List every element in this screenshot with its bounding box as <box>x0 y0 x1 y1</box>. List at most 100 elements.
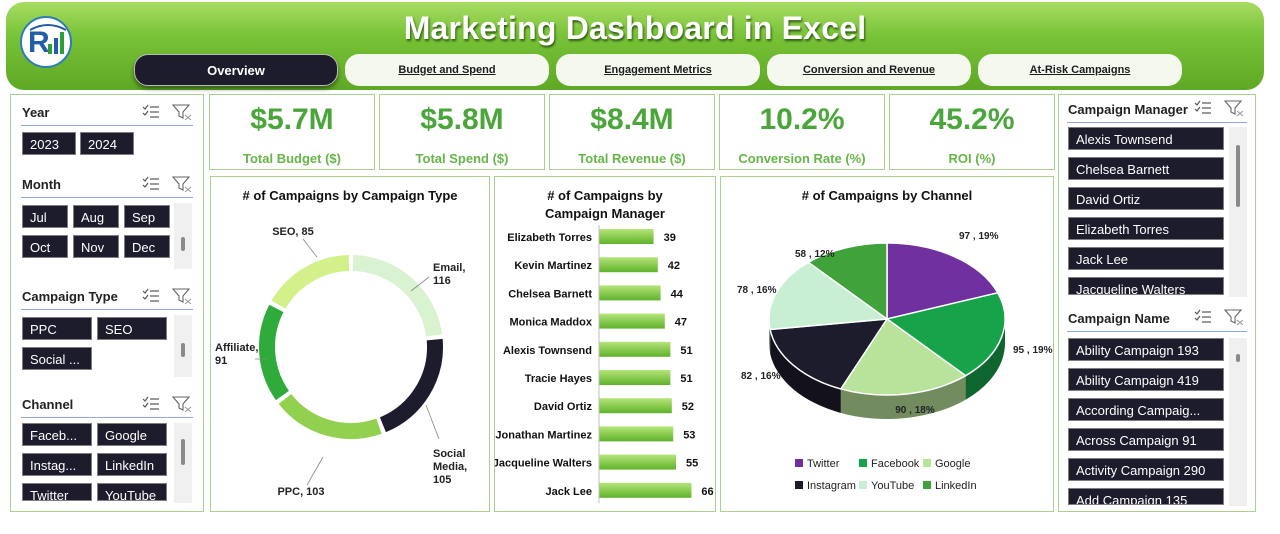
slicer-item-channel-instagram[interactable]: Instag... <box>22 453 92 476</box>
scrollbar[interactable] <box>1229 338 1247 506</box>
bar-value-label: 44 <box>671 288 684 300</box>
slicer-item-type-social[interactable]: Social ... <box>22 347 92 370</box>
slicer-item-channel-twitter[interactable]: Twitter <box>22 483 92 501</box>
bar[interactable] <box>599 341 671 357</box>
scrollbar-thumb[interactable] <box>1236 354 1240 362</box>
bar[interactable] <box>599 482 692 498</box>
bar[interactable] <box>599 454 676 470</box>
pie-slice-linkedin[interactable] <box>807 242 888 321</box>
slicer-item-manager[interactable]: Alexis Townsend <box>1068 127 1224 150</box>
slicer-item-manager[interactable]: Chelsea Barnett <box>1068 157 1224 180</box>
slicer-item-channel-facebook[interactable]: Faceb... <box>22 423 92 446</box>
pie-slice-facebook[interactable] <box>885 291 1006 377</box>
scrollbar[interactable] <box>1229 127 1247 297</box>
slicer-item-manager[interactable]: Elizabeth Torres <box>1068 217 1224 240</box>
scrollbar[interactable] <box>174 203 192 269</box>
legend-label: YouTube <box>871 480 914 492</box>
kpi-value: $5.8M <box>420 103 504 136</box>
slicer-item-campaign[interactable]: Add Campaign 135 <box>1068 488 1224 505</box>
divider <box>21 417 193 418</box>
pie-slice-twitter[interactable] <box>886 242 999 320</box>
legend-swatch <box>859 481 867 489</box>
slicer-item-campaign[interactable]: Activity Campaign 290 <box>1068 458 1224 481</box>
scrollbar-thumb[interactable] <box>181 343 185 357</box>
scrollbar-thumb[interactable] <box>181 237 185 251</box>
bar[interactable] <box>599 257 658 273</box>
donut-data-label: Social Media, 105 <box>433 448 467 486</box>
slicer-item-month-jul[interactable]: Jul <box>22 205 68 228</box>
slicer-item-month-nov[interactable]: Nov <box>73 235 119 258</box>
multi-select-icon[interactable] <box>1193 308 1249 326</box>
donut-slice-email[interactable] <box>352 255 443 337</box>
bar[interactable] <box>599 285 661 301</box>
tab-at-risk-campaigns[interactable]: At-Risk Campaigns <box>978 54 1182 86</box>
chart-title: # of Campaigns by Campaign Type <box>242 188 458 203</box>
divider <box>21 309 193 310</box>
slicer-item-manager[interactable]: David Ortiz <box>1068 187 1224 210</box>
bar[interactable] <box>599 370 671 385</box>
left-slicer-panel: Year 2023 2024 Month Jul Aug Sep Oct Nov… <box>10 94 204 512</box>
legend-label: Google <box>935 458 970 470</box>
pie-slice-instagram[interactable] <box>769 318 889 390</box>
tab-overview[interactable]: Overview <box>134 54 338 86</box>
slicer-item-campaign[interactable]: According Campaig... <box>1068 398 1224 421</box>
slicer-item-campaign[interactable]: Ability Campaign 419 <box>1068 368 1224 391</box>
scrollbar-thumb[interactable] <box>181 439 185 465</box>
slicer-item-type-seo[interactable]: SEO <box>97 317 167 340</box>
slicer-item-channel-youtube[interactable]: YouTube <box>97 483 167 501</box>
pie-slice-youtube[interactable] <box>768 261 890 331</box>
multi-select-icon[interactable] <box>141 287 197 305</box>
donut-slice-social-media[interactable] <box>379 338 443 433</box>
slicer-item-channel-linkedin[interactable]: LinkedIn <box>97 453 167 476</box>
slicer-item-channel-google[interactable]: Google <box>97 423 167 446</box>
slicer-item-campaign[interactable]: Across Campaign 91 <box>1068 428 1224 451</box>
pie-data-label: 78 , 16% <box>737 285 777 296</box>
bar-category-label: Kevin Martinez <box>514 260 592 272</box>
bar-value-label: 51 <box>680 345 692 357</box>
legend-label: Instagram <box>807 480 856 492</box>
bar[interactable] <box>599 398 672 414</box>
slicer-item-month-aug[interactable]: Aug <box>73 205 119 228</box>
slicer-item-month-dec[interactable]: Dec <box>124 235 170 258</box>
pie-side-instagram <box>770 329 841 413</box>
donut-slice-seo[interactable] <box>271 255 350 309</box>
bar[interactable] <box>599 229 654 244</box>
slicer-title-campaign-manager: Campaign Manager <box>1068 102 1188 117</box>
bar-value-label: 39 <box>664 232 676 244</box>
leader-line <box>306 456 324 486</box>
kpi-value: 10.2% <box>759 103 845 136</box>
scrollbar[interactable] <box>174 315 192 377</box>
slicer-item-month-oct[interactable]: Oct <box>22 235 68 258</box>
slicer-item-year-2024[interactable]: 2024 <box>80 132 134 155</box>
slicer-item-campaign[interactable]: Ability Campaign 193 <box>1068 338 1224 361</box>
kpi-roi: 45.2% ROI (%) <box>889 94 1055 170</box>
bar-category-label: David Ortiz <box>534 401 593 413</box>
bar[interactable] <box>599 426 674 442</box>
tab-engagement-metrics[interactable]: Engagement Metrics <box>556 54 760 86</box>
legend-swatch <box>795 459 803 467</box>
kpi-conversion-rate: 10.2% Conversion Rate (%) <box>719 94 885 170</box>
scrollbar-thumb[interactable] <box>1236 145 1240 207</box>
donut-slice-affiliate[interactable] <box>259 304 290 401</box>
tab-conversion-and-revenue[interactable]: Conversion and Revenue <box>767 54 971 86</box>
slicer-item-month-sep[interactable]: Sep <box>124 205 170 228</box>
bar[interactable] <box>599 313 665 329</box>
multi-select-icon[interactable] <box>141 103 197 121</box>
slicer-item-manager[interactable]: Jacqueline Walters <box>1068 277 1224 295</box>
slicer-title-campaign-type: Campaign Type <box>22 289 118 304</box>
slicer-item-type-ppc[interactable]: PPC <box>22 317 92 340</box>
pie-slice-google[interactable] <box>839 317 967 396</box>
tab-budget-and-spend[interactable]: Budget and Spend <box>345 54 549 86</box>
clear-filter-icon[interactable] <box>141 175 197 193</box>
pie-data-label: 95 , 19% <box>1013 345 1053 356</box>
donut-slice-ppc[interactable] <box>278 393 382 439</box>
slicer-title-year: Year <box>22 105 50 120</box>
multi-select-icon[interactable] <box>141 395 197 413</box>
multi-select-icon[interactable] <box>1193 99 1249 117</box>
pie-side-google <box>840 375 966 419</box>
scrollbar[interactable] <box>174 423 192 503</box>
kpi-label: ROI (%) <box>948 151 996 166</box>
divider <box>1067 331 1247 332</box>
slicer-item-year-2023[interactable]: 2023 <box>22 132 76 155</box>
slicer-item-manager[interactable]: Jack Lee <box>1068 247 1224 270</box>
